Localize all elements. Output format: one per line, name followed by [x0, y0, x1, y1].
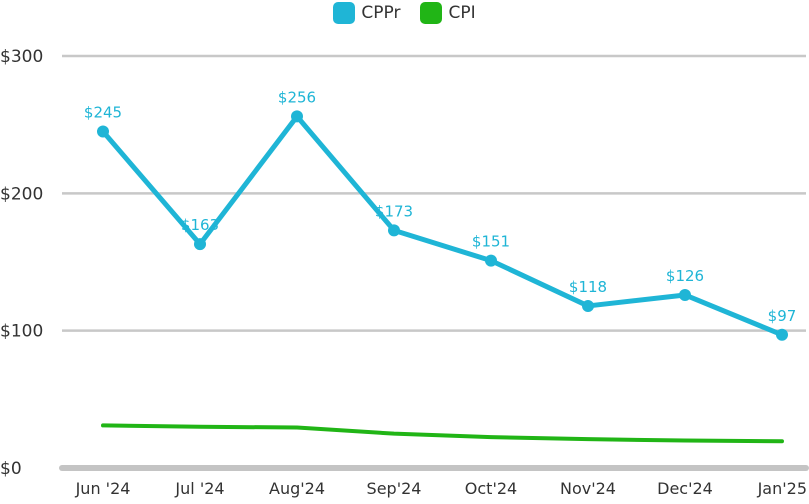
data-label-cppr-7: $97: [768, 307, 797, 325]
legend-swatch-cpi: [420, 2, 443, 24]
data-label-cppr-1: $163: [181, 216, 219, 234]
data-labels: $245 $163 $256 $173 $151 $118 $126 $97: [84, 88, 796, 324]
y-axis-ticks: $0 $100 $200 $300: [0, 47, 43, 479]
series-line-cppr: [100, 113, 785, 338]
legend-label-cpi: CPI: [448, 3, 476, 23]
data-point-cppr-6[interactable]: [679, 288, 691, 301]
data-point-cppr-4[interactable]: [485, 254, 497, 267]
data-label-cppr-3: $173: [375, 202, 413, 220]
data-point-cppr-1[interactable]: [194, 238, 206, 251]
x-tick-label-3: Sep'24: [367, 479, 422, 498]
y-tick-label-100: $100: [0, 322, 43, 342]
series-line-cpi: [101, 423, 784, 444]
x-tick-label-7: Jan'25: [757, 479, 807, 498]
data-label-cppr-4: $151: [472, 233, 510, 251]
x-tick-label-1: Jul '24: [174, 479, 224, 498]
series: [97, 110, 788, 444]
legend: CPPr CPI: [0, 2, 809, 24]
x-tick-label-5: Nov'24: [560, 479, 616, 498]
data-point-cppr-3[interactable]: [388, 224, 400, 237]
legend-item-cpi[interactable]: CPI: [420, 2, 476, 24]
y-tick-label-0: $0: [0, 459, 22, 479]
y-tick-label-300: $300: [0, 47, 43, 67]
y-tick-label-200: $200: [0, 184, 43, 204]
legend-label-cppr: CPPr: [361, 3, 401, 23]
x-tick-label-2: Aug'24: [269, 479, 325, 498]
x-axis-ticks: Jun '24 Jul '24 Aug'24 Sep'24 Oct'24 Nov'24 De…: [75, 479, 807, 498]
x-tick-label-0: Jun '24: [75, 479, 131, 498]
data-label-cppr-2: $256: [278, 88, 316, 106]
data-point-cppr-7[interactable]: [776, 328, 788, 341]
data-point-cppr-2[interactable]: [291, 110, 303, 123]
gridlines: [59, 54, 809, 471]
x-tick-label-4: Oct'24: [465, 479, 517, 498]
data-point-cppr-5[interactable]: [582, 299, 594, 312]
legend-swatch-cppr: [333, 2, 356, 24]
data-point-cppr-0[interactable]: [97, 125, 109, 138]
legend-item-cppr[interactable]: CPPr: [333, 2, 400, 24]
data-label-cppr-5: $118: [569, 278, 607, 296]
data-label-cppr-6: $126: [666, 267, 704, 285]
data-label-cppr-0: $245: [84, 104, 122, 122]
x-tick-label-6: Dec'24: [657, 479, 713, 498]
